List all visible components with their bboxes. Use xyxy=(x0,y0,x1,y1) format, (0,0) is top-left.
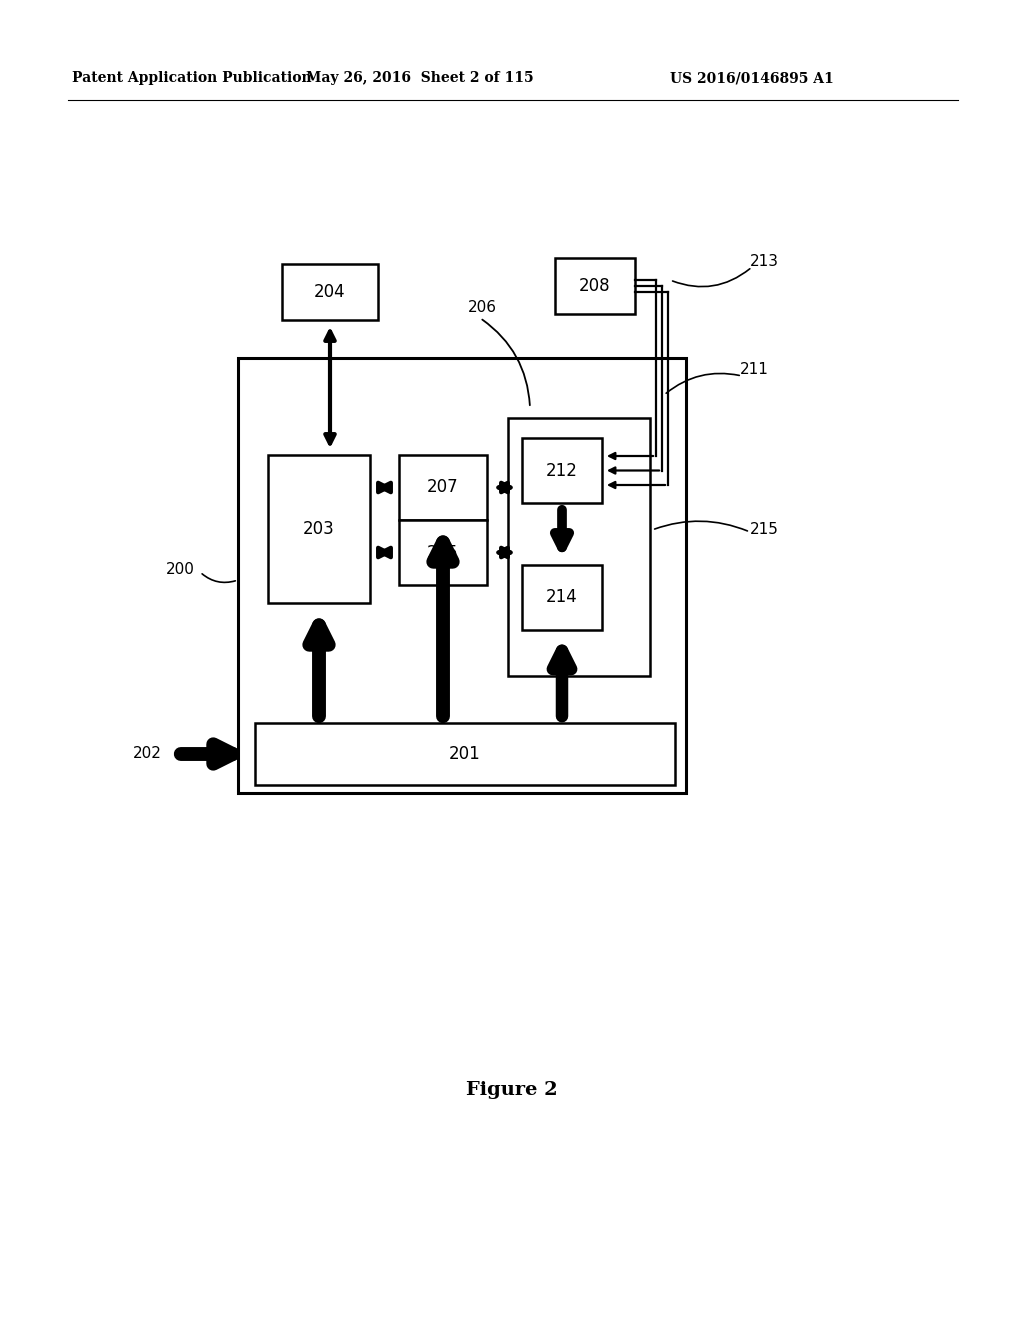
Bar xyxy=(255,723,675,785)
Bar xyxy=(508,418,650,676)
Text: 214: 214 xyxy=(546,589,578,606)
Bar xyxy=(399,520,487,585)
Text: Patent Application Publication: Patent Application Publication xyxy=(72,71,311,84)
Text: 205: 205 xyxy=(427,544,459,561)
Bar xyxy=(268,455,370,603)
Text: 204: 204 xyxy=(314,282,346,301)
Text: May 26, 2016  Sheet 2 of 115: May 26, 2016 Sheet 2 of 115 xyxy=(306,71,534,84)
Text: 200: 200 xyxy=(166,562,195,578)
Text: 215: 215 xyxy=(750,523,779,537)
Text: US 2016/0146895 A1: US 2016/0146895 A1 xyxy=(670,71,834,84)
Text: Figure 2: Figure 2 xyxy=(466,1081,558,1100)
Bar xyxy=(282,264,378,319)
Text: 211: 211 xyxy=(740,363,769,378)
Text: 213: 213 xyxy=(750,255,779,269)
Text: 203: 203 xyxy=(303,520,335,539)
Text: 212: 212 xyxy=(546,462,578,479)
Bar xyxy=(522,565,602,630)
Text: 208: 208 xyxy=(580,277,610,294)
Text: 207: 207 xyxy=(427,479,459,496)
Bar xyxy=(522,438,602,503)
Text: 202: 202 xyxy=(133,747,162,762)
Text: 206: 206 xyxy=(468,301,497,315)
Bar xyxy=(555,257,635,314)
Bar xyxy=(238,358,686,793)
Text: 201: 201 xyxy=(450,744,481,763)
Bar xyxy=(399,455,487,520)
